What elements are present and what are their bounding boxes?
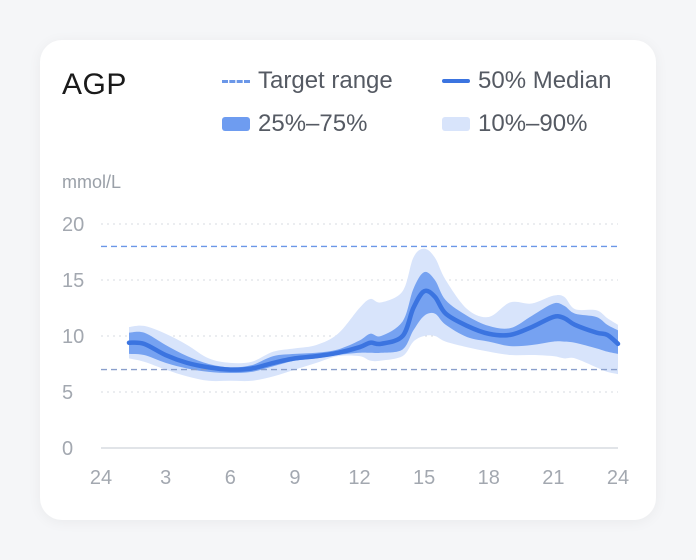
band-10-90 [129,248,619,382]
y-tick-label: 20 [62,214,84,236]
agp-plot: 0 5 10 15 20 24 3 6 9 12 15 18 21 24 [62,214,629,489]
dark-band-swatch [222,117,250,131]
y-tick-label: 0 [62,438,73,460]
legend-target-label: Target range [258,67,393,94]
legend-iqr: 25%–75% [222,110,367,138]
solid-line-swatch [442,79,470,83]
x-tick-label: 24 [607,467,629,489]
x-tick-label: 12 [348,467,370,489]
y-tick-label: 10 [62,326,84,348]
x-tick-label: 6 [225,467,236,489]
median-line [126,288,621,372]
x-tick-label: 18 [478,467,500,489]
y-tick-label: 15 [62,270,84,292]
dashed-line-swatch [222,79,250,83]
y-unit-label: mmol/L [62,172,122,192]
x-tick-label: 21 [542,467,564,489]
legend-iqr-label: 25%–75% [258,110,368,137]
y-tick-label: 5 [62,382,73,404]
legend-median-label: 50% Median [478,67,612,94]
agp-card: AGP Target range 50% Median 25%–75% 10%–… [40,40,656,520]
legend-median: 50% Median [442,67,611,95]
x-tick-label: 9 [289,467,300,489]
legend-extremes-label: 10%–90% [478,110,588,137]
legend-extremes: 10%–90% [442,110,587,138]
x-tick-label: 24 [90,467,112,489]
chart-title: AGP [62,68,127,101]
light-band-swatch [442,117,470,131]
band-25-75 [129,271,619,373]
legend-target-range: Target range [222,67,393,95]
x-tick-label: 3 [160,467,171,489]
x-tick-label: 15 [413,467,435,489]
